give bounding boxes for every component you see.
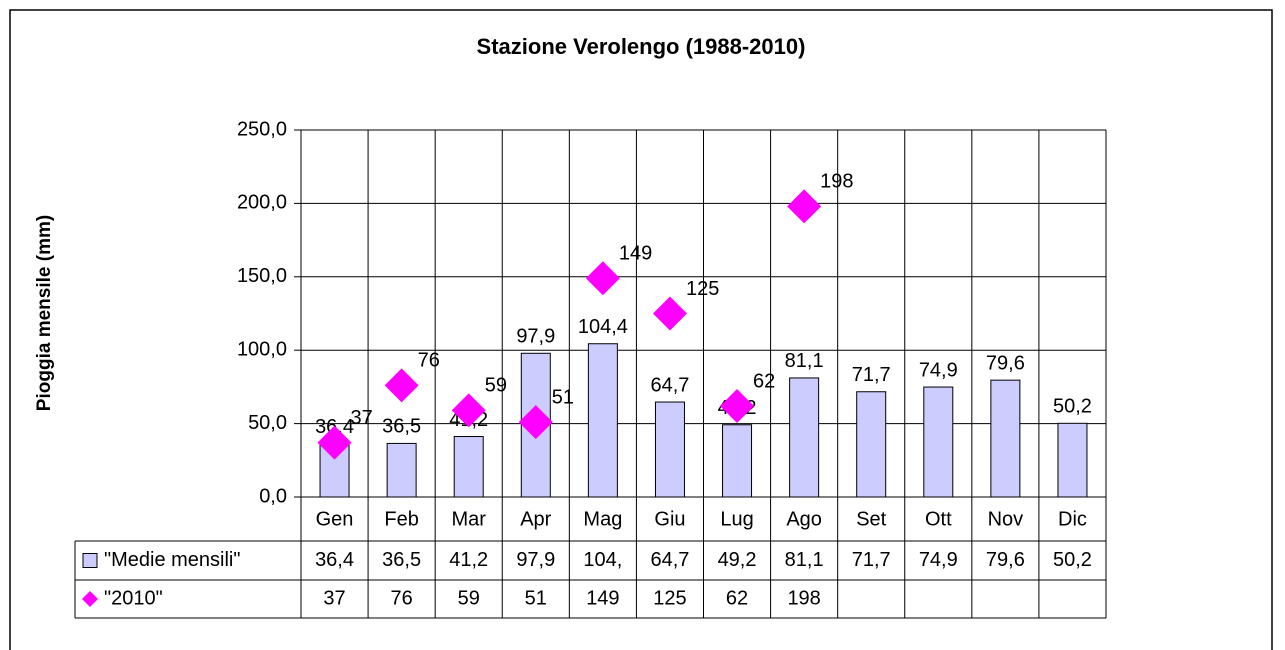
marker xyxy=(652,296,687,331)
y-tick-label: 200,0 xyxy=(237,192,287,214)
table-cell: 125 xyxy=(653,587,686,609)
y-tick-label: 250,0 xyxy=(237,118,287,140)
chart-border xyxy=(9,9,1273,650)
legend-key xyxy=(82,591,98,607)
table-cell: 51 xyxy=(525,587,547,609)
table-cell: 36,4 xyxy=(315,549,354,571)
data-label: 104,4 xyxy=(578,316,628,338)
x-tick-label: Gen xyxy=(316,508,354,530)
table-cell: 50,2 xyxy=(1053,549,1092,571)
table-cell: 64,7 xyxy=(650,549,689,571)
y-axis-label: Pioggia mensile (mm) xyxy=(34,215,55,411)
data-label: 37 xyxy=(351,407,373,429)
bar xyxy=(453,436,484,498)
bar xyxy=(856,391,887,498)
data-label: 50,2 xyxy=(1053,396,1092,418)
y-tick-label: 0,0 xyxy=(259,485,287,507)
data-label: 36,5 xyxy=(382,416,421,438)
table-cell: 198 xyxy=(787,587,820,609)
y-tick-label: 100,0 xyxy=(237,338,287,360)
marker xyxy=(518,405,553,440)
table-cell: 79,6 xyxy=(986,549,1025,571)
data-label: 74,9 xyxy=(919,359,958,381)
data-label: 97,9 xyxy=(516,326,555,348)
data-label: 71,7 xyxy=(852,364,891,386)
bar xyxy=(722,424,753,498)
legend-key xyxy=(82,553,98,568)
x-tick-label: Ott xyxy=(925,508,952,530)
table-cell: 97,9 xyxy=(516,549,555,571)
bar xyxy=(990,379,1021,498)
table-cell: 74,9 xyxy=(919,549,958,571)
table-cell: 76 xyxy=(391,587,413,609)
bar xyxy=(654,401,685,498)
marker xyxy=(720,388,755,423)
x-tick-label: Ago xyxy=(786,508,822,530)
bar xyxy=(587,343,618,498)
data-label: 76 xyxy=(418,350,440,372)
y-tick-label: 150,0 xyxy=(237,265,287,287)
x-tick-label: Nov xyxy=(988,508,1024,530)
data-label: 59 xyxy=(485,375,507,397)
x-tick-label: Set xyxy=(856,508,886,530)
marker xyxy=(787,189,822,224)
marker xyxy=(585,261,620,296)
bar xyxy=(319,443,350,498)
table-cell: 49,2 xyxy=(718,549,757,571)
x-tick-label: Dic xyxy=(1058,508,1087,530)
data-label: 125 xyxy=(686,278,719,300)
chart-title: Stazione Verolengo (1988-2010) xyxy=(477,34,806,59)
legend-label: "Medie mensili" xyxy=(104,549,240,571)
bar xyxy=(1057,422,1088,498)
x-tick-label: Mar xyxy=(451,508,486,530)
x-tick-label: Lug xyxy=(720,508,753,530)
data-label: 79,6 xyxy=(986,352,1025,374)
legend-label: "2010" xyxy=(104,587,163,609)
data-label: 64,7 xyxy=(650,374,689,396)
table-cell: 59 xyxy=(458,587,480,609)
table-cell: 104, xyxy=(583,549,622,571)
x-tick-label: Mag xyxy=(583,508,622,530)
bar xyxy=(386,442,417,498)
marker xyxy=(384,368,419,403)
table-cell: 71,7 xyxy=(852,549,891,571)
table-cell: 37 xyxy=(323,587,345,609)
data-label: 51 xyxy=(552,386,574,408)
table-cell: 149 xyxy=(586,587,619,609)
table-cell: 36,5 xyxy=(382,549,421,571)
data-label: 62 xyxy=(753,370,775,392)
data-label: 198 xyxy=(820,171,853,193)
data-label: 81,1 xyxy=(785,350,824,372)
bar xyxy=(923,386,954,498)
table-cell: 81,1 xyxy=(785,549,824,571)
table-cell: 41,2 xyxy=(449,549,488,571)
y-tick-label: 50,0 xyxy=(248,412,287,434)
x-tick-label: Giu xyxy=(654,508,685,530)
bar xyxy=(789,377,820,498)
table-cell: 62 xyxy=(726,587,748,609)
data-label: 149 xyxy=(619,243,652,265)
marker xyxy=(451,393,486,428)
x-tick-label: Feb xyxy=(384,508,418,530)
marker xyxy=(317,425,352,460)
x-tick-label: Apr xyxy=(520,508,551,530)
